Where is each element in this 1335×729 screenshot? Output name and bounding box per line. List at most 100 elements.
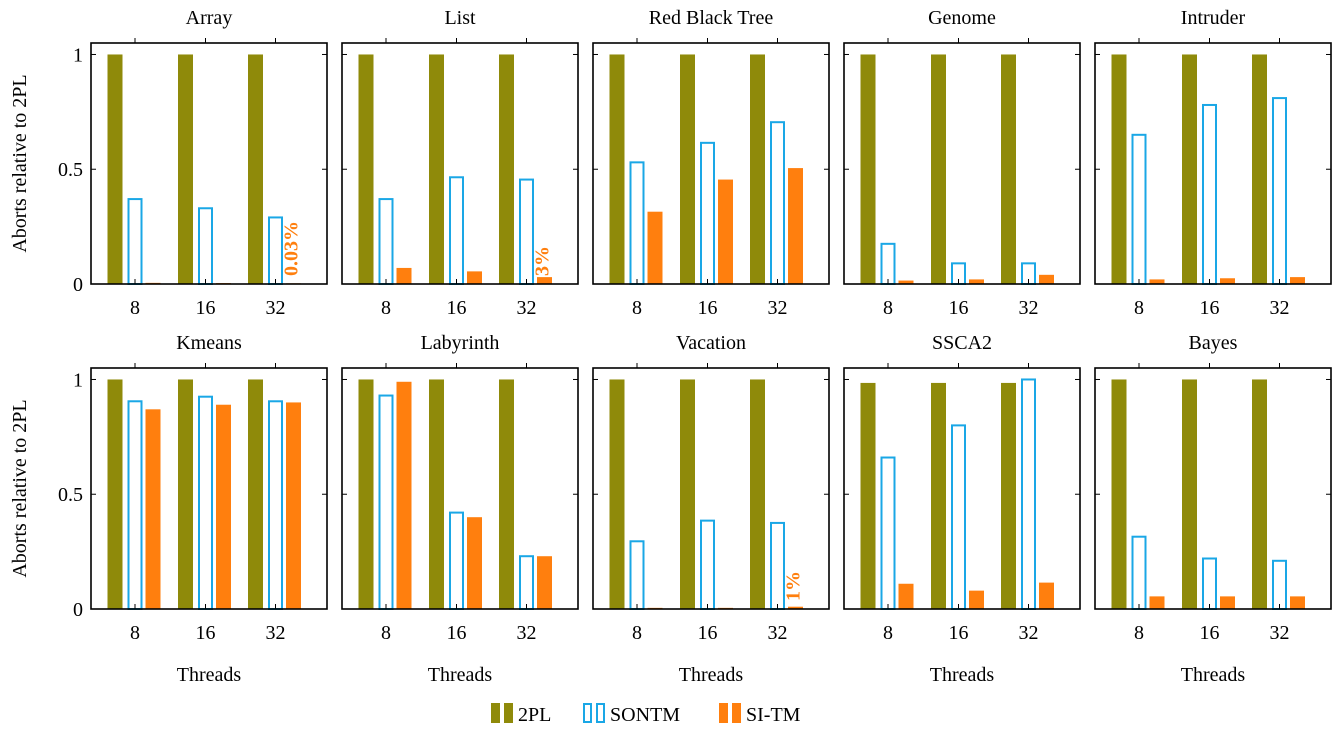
panel-title: SSCA2 xyxy=(932,332,992,354)
bar-sitm xyxy=(647,211,663,284)
y-tick-label: 0 xyxy=(73,599,83,621)
bar-sontm xyxy=(880,242,896,285)
bar-sitm xyxy=(969,279,984,284)
bar-pl2 xyxy=(429,379,444,609)
bar-sitm xyxy=(898,280,914,284)
bar-pl2 xyxy=(1001,382,1016,609)
bar-pl2 xyxy=(609,379,625,609)
bar-pl2 xyxy=(178,379,193,609)
panel-title: List xyxy=(444,7,476,29)
legend-label-sontm: SONTM xyxy=(610,704,680,726)
annotation-label: 0.03% xyxy=(281,221,303,276)
x-tick-label: 32 xyxy=(266,622,286,644)
legend-swatch-sontm xyxy=(583,703,592,723)
bar-sitm xyxy=(1039,582,1054,609)
x-tick-label: 16 xyxy=(698,297,718,319)
bar-pl2 xyxy=(107,379,123,609)
panel-title: Red Black Tree xyxy=(649,7,774,29)
y-tick-label: 0.5 xyxy=(58,159,83,181)
x-tick-label: 16 xyxy=(949,297,969,319)
bar-sitm xyxy=(396,267,412,284)
bar-sontm xyxy=(519,555,534,611)
y-tick-label: 0 xyxy=(73,274,83,296)
plot-frame xyxy=(592,367,830,610)
bar-pl2 xyxy=(1001,54,1016,284)
bar-sitm xyxy=(1220,596,1235,609)
bar-sontm xyxy=(198,395,213,611)
bar-pl2 xyxy=(860,382,876,609)
x-tick-label: 16 xyxy=(1200,297,1220,319)
bar-pl2 xyxy=(499,54,514,284)
x-tick-label: 16 xyxy=(196,622,216,644)
plot-frame xyxy=(90,367,328,610)
bar-sontm xyxy=(449,511,464,610)
x-tick-label: 32 xyxy=(1270,297,1290,319)
bar-sontm xyxy=(629,161,645,286)
bar-pl2 xyxy=(1182,379,1197,609)
annotation-label: 3% xyxy=(532,246,554,276)
panel-red-black-tree: Red Black Tree 8 16 32 xyxy=(592,7,830,319)
bar-sontm xyxy=(770,121,785,285)
bar-sitm xyxy=(286,402,301,609)
panel-title: Labyrinth xyxy=(421,332,500,354)
bar-sitm xyxy=(718,179,733,284)
bar-pl2 xyxy=(750,54,765,284)
legend-swatch-pl2 xyxy=(504,703,513,723)
bar-pl2 xyxy=(429,54,444,284)
bar-pl2 xyxy=(107,54,123,284)
x-tick-label: 8 xyxy=(381,297,391,319)
bar-sitm xyxy=(537,277,552,284)
bar-sitm xyxy=(898,583,914,609)
x-axis-label: Threads xyxy=(428,664,493,686)
panel-vacation: Vacation 1% 8 16 32 Threads xyxy=(592,332,830,686)
bar-sitm xyxy=(467,517,482,609)
bar-pl2 xyxy=(680,54,695,284)
bar-sontm xyxy=(1131,133,1147,285)
x-tick-label: 16 xyxy=(1200,622,1220,644)
bar-sontm xyxy=(700,519,715,611)
bar-sontm xyxy=(1272,97,1287,286)
x-tick-label: 32 xyxy=(1019,622,1039,644)
x-tick-label: 32 xyxy=(517,297,537,319)
legend-swatch-pl2 xyxy=(491,703,500,723)
x-tick-label: 8 xyxy=(1134,297,1144,319)
legend-swatch-sitm xyxy=(732,703,741,723)
legend-swatch-sitm xyxy=(719,703,728,723)
bar-sontm xyxy=(1202,557,1217,610)
x-tick-label: 16 xyxy=(949,622,969,644)
legend-label-sitm: SI-TM xyxy=(746,704,801,726)
bar-pl2 xyxy=(1111,379,1127,609)
x-tick-label: 8 xyxy=(632,297,642,319)
bar-pl2 xyxy=(931,382,946,609)
panel-title: Kmeans xyxy=(176,332,242,354)
panel-title: Bayes xyxy=(1189,332,1238,354)
panel-ssca2: SSCA2 8 16 32 Threads xyxy=(843,332,1081,686)
plot-frame xyxy=(90,42,328,285)
bar-sitm xyxy=(467,271,482,284)
plot-frame xyxy=(843,367,1081,610)
x-tick-label: 32 xyxy=(1270,622,1290,644)
panel-list: List 3% 8 16 32 xyxy=(341,7,579,319)
plot-frame xyxy=(592,42,830,285)
x-axis-label: Threads xyxy=(679,664,744,686)
x-tick-label: 16 xyxy=(447,622,467,644)
legend-label-pl2: 2PL xyxy=(518,704,551,726)
bar-pl2 xyxy=(358,54,374,284)
bar-sontm xyxy=(629,540,645,610)
x-axis-label: Threads xyxy=(1181,664,1246,686)
bar-sontm xyxy=(378,394,394,610)
x-tick-label: 32 xyxy=(517,622,537,644)
bar-sitm xyxy=(969,590,984,609)
bar-sontm xyxy=(198,207,213,285)
bar-pl2 xyxy=(931,54,946,284)
bar-sontm xyxy=(880,456,896,610)
bar-sitm xyxy=(145,409,161,609)
bar-pl2 xyxy=(358,379,374,609)
bar-sontm xyxy=(1021,378,1036,610)
x-tick-label: 32 xyxy=(768,297,788,319)
bar-sitm xyxy=(1149,279,1165,284)
bar-sontm xyxy=(1202,103,1217,285)
bar-pl2 xyxy=(1252,379,1267,609)
panel-bayes: Bayes 8 16 32 Threads xyxy=(1094,332,1332,686)
